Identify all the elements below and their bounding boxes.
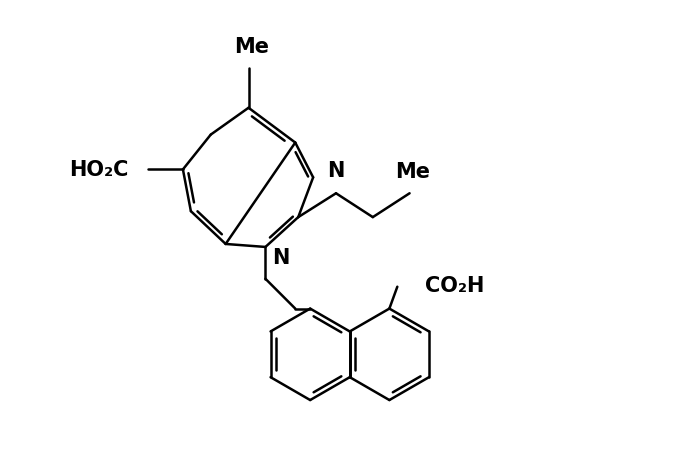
Text: HO₂C: HO₂C <box>69 160 128 180</box>
Text: Me: Me <box>234 37 269 57</box>
Text: Me: Me <box>395 162 430 182</box>
Text: N: N <box>327 161 344 181</box>
Text: CO₂H: CO₂H <box>425 275 485 295</box>
Text: N: N <box>273 248 290 268</box>
